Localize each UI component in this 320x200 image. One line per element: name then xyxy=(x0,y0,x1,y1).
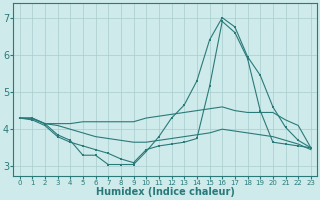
X-axis label: Humidex (Indice chaleur): Humidex (Indice chaleur) xyxy=(96,187,235,197)
